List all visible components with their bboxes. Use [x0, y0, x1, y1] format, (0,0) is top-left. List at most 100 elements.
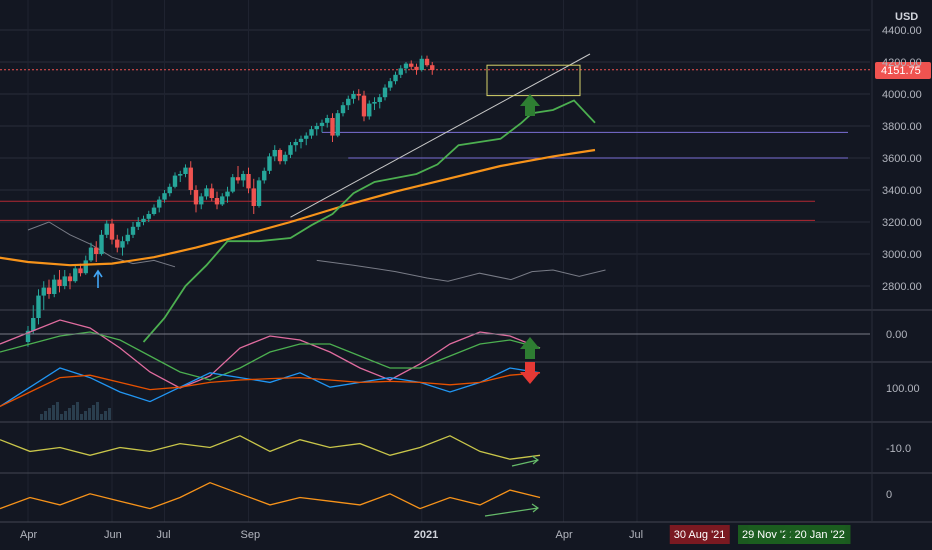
candle-body[interactable]: [335, 113, 340, 136]
trend-line: [290, 53, 591, 218]
candle-body[interactable]: [130, 226, 136, 235]
candle-body[interactable]: [146, 214, 151, 219]
candle-body[interactable]: [41, 287, 46, 296]
candle-body[interactable]: [256, 180, 262, 206]
candle-body[interactable]: [204, 188, 209, 197]
date-tag-label: 30 Aug '21: [674, 529, 726, 541]
candle-body[interactable]: [356, 94, 361, 96]
candle-body[interactable]: [172, 175, 178, 187]
trailing-stop-line: [142, 99, 596, 343]
time-tick-label: Sep: [241, 529, 261, 541]
moving-average-line: [0, 148, 596, 267]
price-axis[interactable]: USD 4151.75 4400.00 4200.00 4000.00 3800.00…: [875, 11, 931, 501]
candle-body[interactable]: [115, 239, 120, 248]
candle-body[interactable]: [162, 193, 167, 200]
candle-body[interactable]: [277, 150, 283, 162]
candle-body[interactable]: [372, 102, 377, 104]
candle-body[interactable]: [36, 295, 41, 318]
candle-body[interactable]: [57, 279, 62, 286]
candle-body[interactable]: [319, 122, 325, 126]
candle-body[interactable]: [309, 129, 314, 136]
volume-bar: [104, 411, 107, 420]
candle-body[interactable]: [367, 103, 372, 117]
candle-body[interactable]: [230, 177, 235, 192]
candle-body[interactable]: [241, 174, 246, 181]
candle-body[interactable]: [193, 190, 199, 205]
candle-body[interactable]: [409, 63, 414, 67]
volume-bar: [108, 408, 111, 420]
last-price-label: 4151.75: [881, 65, 921, 77]
candle-body[interactable]: [262, 170, 267, 181]
indicator-series-line: [0, 319, 541, 389]
candle-body[interactable]: [178, 174, 183, 176]
candle-body[interactable]: [283, 154, 288, 162]
volume-bar: [68, 408, 71, 420]
candle-body[interactable]: [361, 95, 367, 117]
date-tag-label: 20 Jan '22: [795, 529, 845, 541]
candle-body[interactable]: [52, 279, 57, 294]
candle-body[interactable]: [104, 223, 109, 235]
price-tick-label: 3000.00: [882, 249, 922, 261]
candle-body[interactable]: [330, 118, 335, 136]
volume-bar: [100, 414, 103, 420]
candle-body[interactable]: [293, 142, 298, 146]
candle-body[interactable]: [99, 234, 104, 254]
candle-body[interactable]: [73, 268, 78, 282]
candle-body[interactable]: [267, 156, 272, 171]
candle-body[interactable]: [220, 196, 225, 205]
candle-body[interactable]: [183, 167, 188, 174]
candle-body[interactable]: [157, 199, 162, 208]
candle-body[interactable]: [62, 276, 67, 286]
candle-body[interactable]: [151, 207, 157, 214]
indicator-panels[interactable]: [0, 319, 870, 510]
candle-body[interactable]: [46, 287, 52, 294]
target-box: [486, 64, 581, 97]
candle-body[interactable]: [388, 81, 393, 88]
candle-body[interactable]: [209, 188, 214, 198]
candle-body[interactable]: [246, 174, 251, 189]
candle-body[interactable]: [414, 66, 419, 70]
candle-body[interactable]: [346, 98, 351, 106]
candle-body[interactable]: [94, 247, 99, 254]
candle-body[interactable]: [377, 97, 382, 102]
candle-body[interactable]: [403, 63, 409, 69]
candle-body[interactable]: [78, 268, 83, 274]
candle-body[interactable]: [340, 105, 346, 114]
candle-body[interactable]: [393, 74, 398, 82]
candle-body[interactable]: [304, 135, 309, 139]
candle-body[interactable]: [88, 247, 94, 261]
candle-body[interactable]: [419, 58, 424, 70]
candle-body[interactable]: [251, 188, 256, 206]
indicator-tick-label: 0: [886, 489, 892, 501]
last-price-tag: [875, 62, 931, 79]
candle-body[interactable]: [325, 118, 330, 123]
candle-body[interactable]: [272, 150, 277, 157]
candle-body[interactable]: [25, 330, 31, 342]
candle-body[interactable]: [188, 167, 193, 190]
candle-body[interactable]: [298, 138, 304, 142]
candle-body[interactable]: [136, 222, 141, 227]
candle-body[interactable]: [167, 186, 172, 194]
candle-body[interactable]: [398, 68, 403, 75]
candle-body[interactable]: [31, 318, 36, 331]
candle-body[interactable]: [141, 218, 146, 222]
candle-body[interactable]: [109, 223, 115, 240]
candle-body[interactable]: [120, 241, 125, 248]
candle-body[interactable]: [83, 260, 88, 274]
candle-body[interactable]: [67, 276, 73, 282]
candle-body[interactable]: [314, 126, 319, 130]
candle-body[interactable]: [225, 191, 230, 197]
candle-body[interactable]: [199, 196, 204, 205]
candle-body[interactable]: [430, 65, 435, 70]
candle-body[interactable]: [235, 177, 241, 181]
candle-body[interactable]: [288, 145, 293, 155]
candle-body[interactable]: [351, 94, 356, 99]
candle-body[interactable]: [214, 198, 220, 205]
candle-body[interactable]: [382, 87, 388, 98]
candle-body[interactable]: [424, 58, 430, 66]
price-panel[interactable]: [0, 55, 606, 347]
price-tick-label: 3800.00: [882, 121, 922, 133]
candle-body[interactable]: [125, 234, 130, 242]
